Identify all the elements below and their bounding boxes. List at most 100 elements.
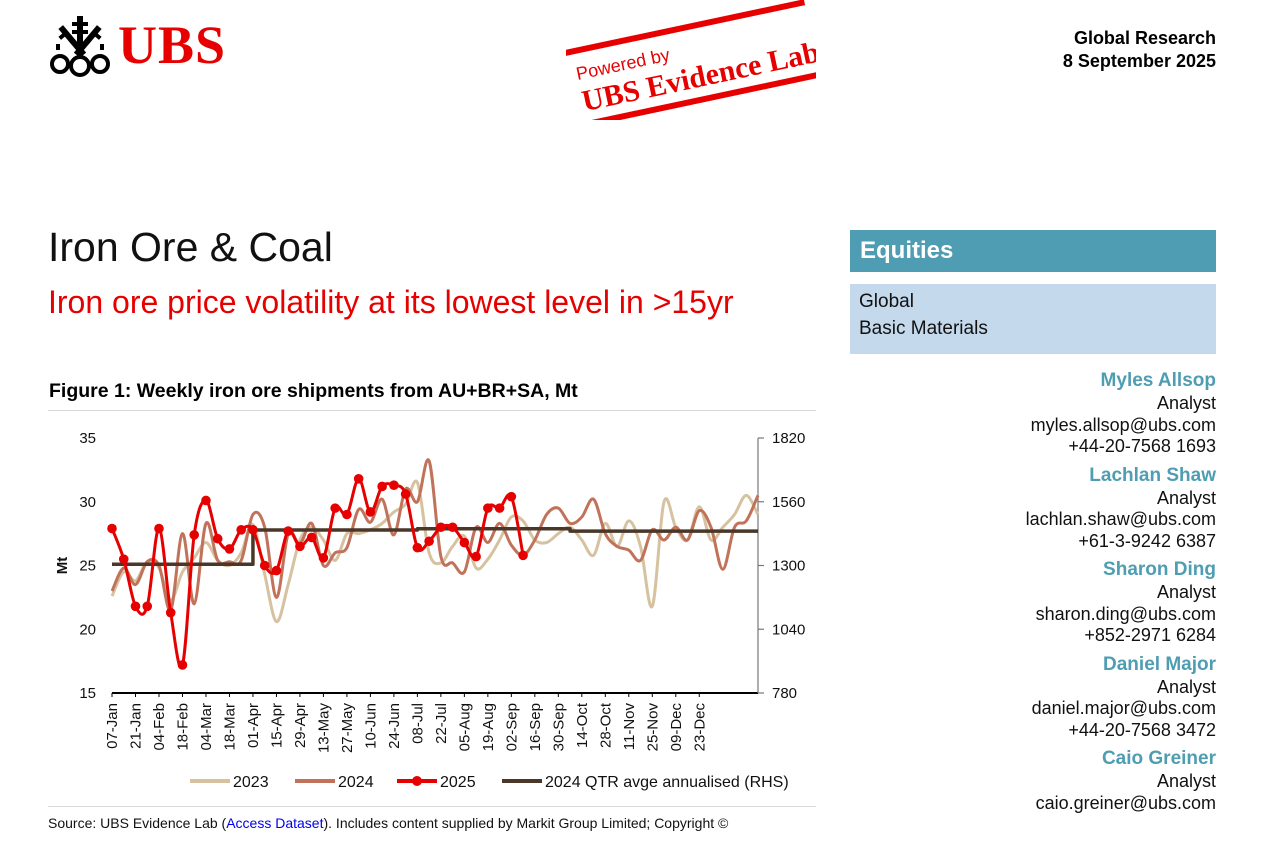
division-label: Global Research [1073,28,1216,48]
access-dataset-link[interactable]: Access Dataset [226,815,324,831]
analyst-role: Analyst [1156,487,1216,508]
x-tick-label: 21-Jan [127,703,144,749]
x-tick-label: 30-Sep [550,703,567,751]
series-line-2024 [110,458,760,612]
evidence-lab-stamp: Powered by UBS Evidence Lab [566,0,816,120]
series-point-2025 [189,530,200,540]
analyst-email[interactable]: caio.greiner@ubs.com [1035,792,1216,813]
analyst-name: Sharon Ding [1103,559,1216,580]
equities-header: Equities [850,230,1216,272]
series-point-2025 [389,480,399,490]
series-point-2025 [494,503,505,513]
analyst-card: Myles Allsop Analyst myles.allsop@ubs.co… [836,369,1216,458]
y-tick-label: 30 [79,494,96,511]
analyst-role: Analyst [1156,582,1216,602]
x-tick-label: 01-Apr [245,703,262,748]
x-tick-label: 27-May [339,703,356,754]
x-tick-label: 14-Oct [574,702,591,748]
y-axis-label: Mt [54,557,71,575]
analyst-phone: +44-20-7568 1693 [1068,436,1216,456]
x-tick-label: 23-Dec [691,703,708,752]
ubs-logo-text: UBS [118,15,227,75]
source-prefix: Source: UBS Evidence Lab ( [48,815,227,831]
x-tick-label: 28-Oct [597,702,614,748]
legend-label: 2024 [338,774,374,791]
analyst-name: Myles Allsop [1100,370,1216,391]
x-tick-label: 07-Jan [104,703,121,749]
x-tick-label: 11-Nov [621,703,638,751]
series-point-2025 [353,474,364,484]
page-subtitle: Iron ore price volatility at its lowest … [48,284,734,320]
x-tick-label: 02-Sep [503,703,520,751]
x-tick-label: 19-Aug [480,703,497,751]
sector-box: Global Basic Materials [850,284,1216,354]
series-point-2025 [177,660,188,670]
y2-tick-label: 1560 [772,494,805,511]
series-point-2025 [330,503,340,513]
source-suffix: ). Includes content supplied by Markit G… [323,815,729,831]
series-point-2025 [283,526,293,536]
x-tick-label: 09-Dec [668,703,685,752]
sector-basic-materials: Basic Materials [859,318,988,339]
y2-tick-label: 780 [772,685,797,702]
x-tick-label: 25-Nov [644,703,661,752]
x-tick-label: 05-Aug [456,703,473,751]
series-point-2025 [259,560,270,571]
legend-marker [412,776,422,786]
series-point-2025 [236,525,246,535]
analyst-phone: +852-2971 6284 [1084,625,1216,645]
x-tick-label: 04-Mar [198,703,215,751]
series-point-2025 [107,523,117,534]
series-point-2025 [412,542,423,553]
analyst-email[interactable]: daniel.major@ubs.com [1031,698,1216,718]
analyst-card: Sharon Ding Analyst sharon.ding@ubs.com … [836,558,1216,647]
series-point-2025 [212,533,223,544]
x-tick-label: 24-Jun [386,703,403,749]
analyst-card: Caio Greiner Analyst caio.greiner@ubs.co… [836,747,1216,814]
x-tick-label: 10-Jun [362,703,379,749]
x-tick-label: 15-Apr [268,703,285,748]
x-tick-label: 29-Apr [292,703,309,748]
analyst-email[interactable]: sharon.ding@ubs.com [1035,603,1216,624]
y2-tick-label: 1300 [772,558,805,575]
x-tick-label: 13-May [315,703,332,754]
analyst-name: Caio Greiner [1101,748,1216,769]
figure-bottom-rule [48,806,816,807]
figure-top-rule [48,410,816,411]
analyst-name: Daniel Major [1103,653,1216,675]
series-point-2025 [471,551,481,562]
page-title: Iron Ore & Coal [48,224,333,270]
series-line-2024 [112,526,758,567]
series-point-2025 [506,491,517,502]
series-point-2025 [224,544,235,554]
report-date: 8 September 2025 [1062,51,1216,71]
y-tick-label: 35 [79,430,96,447]
analyst-list: Myles Allsop Analyst myles.allsop@ubs.co… [836,369,1216,835]
analyst-name: Lachlan Shaw [1089,464,1216,486]
x-tick-label: 22-Jul [433,703,450,744]
analyst-card: Daniel Major Analyst daniel.major@ubs.co… [836,653,1216,742]
series-point-2025 [201,495,211,506]
x-tick-label: 18-Mar [221,703,238,751]
series-point-2025 [154,523,164,534]
x-tick-label: 16-Sep [527,703,544,751]
series-point-2025 [459,537,470,548]
series-point-2025 [165,607,176,618]
analyst-role: Analyst [1156,771,1216,791]
analyst-phone: +44-20-7568 3472 [1068,719,1216,740]
series-point-2025 [142,601,153,612]
stamp-bottom-text: UBS Evidence Lab [579,36,816,119]
analyst-role: Analyst [1156,676,1216,697]
series-point-2025 [424,536,434,547]
analyst-email[interactable]: lachlan.shaw@ubs.com [1025,509,1216,529]
analyst-email[interactable]: myles.allsop@ubs.com [1030,414,1216,435]
series-point-2025 [483,503,493,513]
figure-source: Source: UBS Evidence Lab (Access Dataset… [48,815,818,831]
report-meta: Global Research 8 September 2025 [1063,27,1216,73]
series-point-2025 [271,565,282,576]
analyst-card: Lachlan Shaw Analyst lachlan.shaw@ubs.co… [836,464,1216,553]
series-point-2025 [436,522,446,533]
series-point-2025 [118,554,129,564]
y2-tick-label: 1820 [772,430,805,447]
series-point-2025 [248,525,258,535]
